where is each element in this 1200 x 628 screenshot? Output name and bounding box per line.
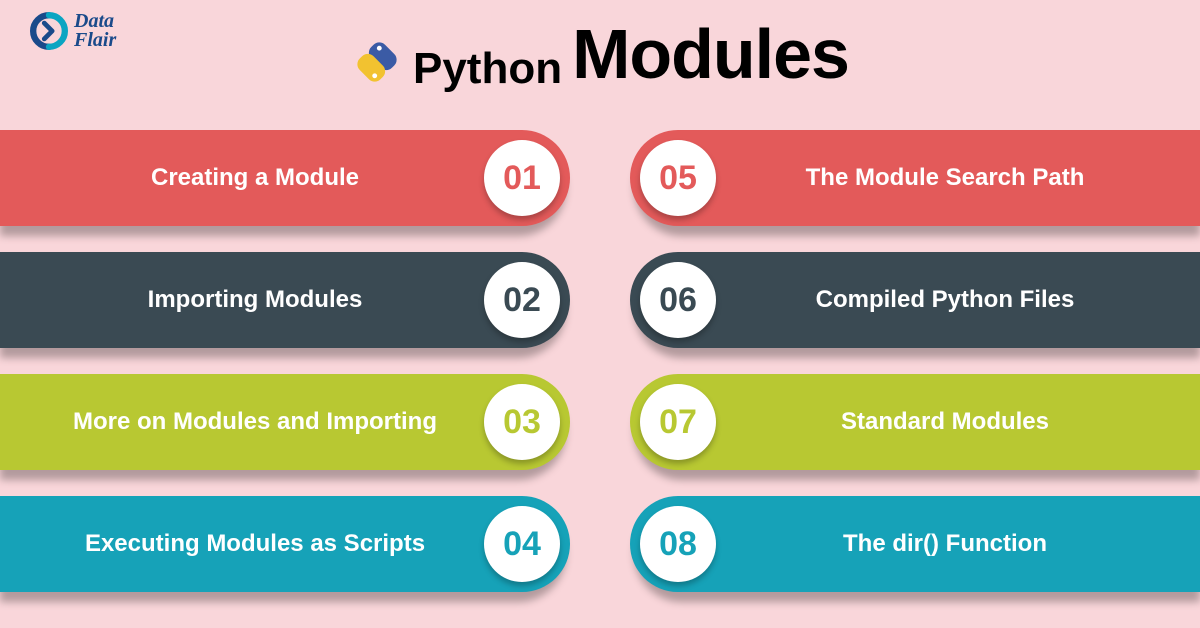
item-01: Creating a Module 01: [0, 130, 600, 226]
item-number: 04: [484, 506, 560, 582]
page-title-word2: Modules: [572, 14, 849, 94]
item-label: Creating a Module: [0, 164, 510, 192]
python-icon: [351, 36, 403, 88]
item-label: Standard Modules: [690, 408, 1200, 436]
item-label: More on Modules and Importing: [0, 408, 510, 436]
item-02: Importing Modules 02: [0, 252, 600, 348]
item-number: 01: [484, 140, 560, 216]
item-08: 08 The dir() Function: [600, 496, 1200, 592]
item-label: Compiled Python Files: [690, 286, 1200, 314]
item-number: 03: [484, 384, 560, 460]
columns: Creating a Module 01 Importing Modules 0…: [0, 120, 1200, 628]
item-05: 05 The Module Search Path: [600, 130, 1200, 226]
left-column: Creating a Module 01 Importing Modules 0…: [0, 120, 600, 628]
item-label: The dir() Function: [690, 530, 1200, 558]
item-label: Importing Modules: [0, 286, 510, 314]
item-06: 06 Compiled Python Files: [600, 252, 1200, 348]
item-04: Executing Modules as Scripts 04: [0, 496, 600, 592]
right-column: 05 The Module Search Path 06 Compiled Py…: [600, 120, 1200, 628]
page-title: Python Modules: [0, 14, 1200, 94]
item-label: The Module Search Path: [690, 164, 1200, 192]
item-03: More on Modules and Importing 03: [0, 374, 600, 470]
item-number: 02: [484, 262, 560, 338]
item-label: Executing Modules as Scripts: [0, 530, 510, 558]
page-title-word1: Python: [413, 44, 562, 94]
item-07: 07 Standard Modules: [600, 374, 1200, 470]
